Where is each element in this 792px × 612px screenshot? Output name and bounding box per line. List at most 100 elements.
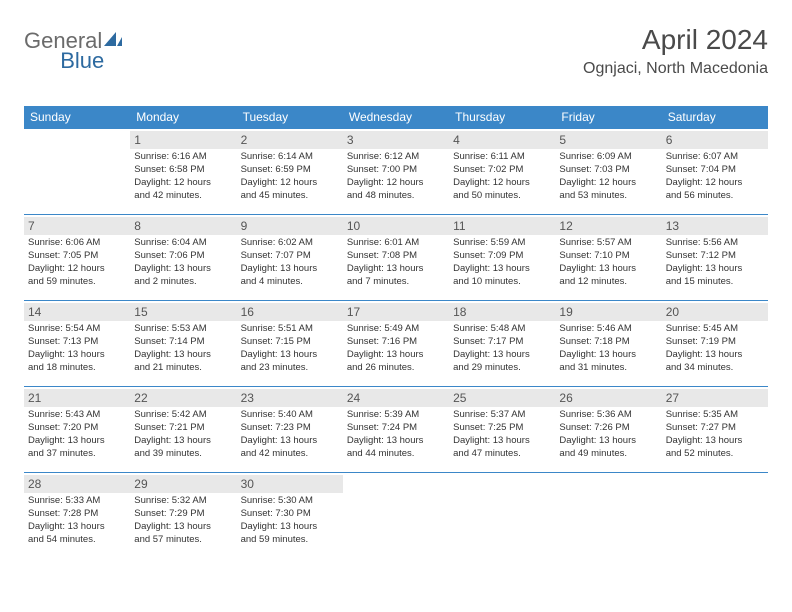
daylight-text-2: and 34 minutes. [666, 362, 764, 375]
day-number: 28 [24, 475, 130, 493]
calendar-cell: 19Sunrise: 5:46 AMSunset: 7:18 PMDayligh… [555, 301, 661, 387]
daylight-text-2: and 23 minutes. [241, 362, 339, 375]
day-number: 30 [237, 475, 343, 493]
calendar-cell: 11 Sunrise: 5:59 AMSunset: 7:09 PMDayligh… [449, 215, 555, 301]
calendar-cell: 24Sunrise: 5:39 AMSunset: 7:24 PMDayligh… [343, 387, 449, 473]
calendar-cell [449, 473, 555, 559]
sun-info: Sunrise: 5:59 AMSunset: 7:09 PMDaylight:… [453, 237, 551, 288]
calendar-cell: 16Sunrise: 5:51 AMSunset: 7:15 PMDayligh… [237, 301, 343, 387]
daylight-text-1: Daylight: 12 hours [453, 177, 551, 190]
sunrise-text: Sunrise: 5:48 AM [453, 323, 551, 336]
sun-info: Sunrise: 5:45 AMSunset: 7:19 PMDaylight:… [666, 323, 764, 374]
sunset-text: Sunset: 7:13 PM [28, 336, 126, 349]
sunset-text: Sunset: 7:16 PM [347, 336, 445, 349]
calendar-cell: 23Sunrise: 5:40 AMSunset: 7:23 PMDayligh… [237, 387, 343, 473]
logo: GeneralBlue [24, 28, 124, 74]
daylight-text-2: and 42 minutes. [134, 190, 232, 203]
sunrise-text: Sunrise: 5:56 AM [666, 237, 764, 250]
sun-info: Sunrise: 6:01 AMSunset: 7:08 PMDaylight:… [347, 237, 445, 288]
sunset-text: Sunset: 7:05 PM [28, 250, 126, 263]
calendar-cell [662, 473, 768, 559]
day-number: 9 [237, 217, 343, 235]
calendar-cell: 21Sunrise: 5:43 AMSunset: 7:20 PMDayligh… [24, 387, 130, 473]
sunset-text: Sunset: 7:18 PM [559, 336, 657, 349]
sunrise-text: Sunrise: 5:36 AM [559, 409, 657, 422]
day-number: 29 [130, 475, 236, 493]
daylight-text-1: Daylight: 13 hours [559, 263, 657, 276]
calendar-cell: 5Sunrise: 6:09 AMSunset: 7:03 PMDaylight… [555, 129, 661, 215]
sun-info: Sunrise: 5:49 AMSunset: 7:16 PMDaylight:… [347, 323, 445, 374]
sunset-text: Sunset: 7:00 PM [347, 164, 445, 177]
sunset-text: Sunset: 7:10 PM [559, 250, 657, 263]
sunset-text: Sunset: 7:23 PM [241, 422, 339, 435]
calendar-cell [343, 473, 449, 559]
day-number: 4 [449, 131, 555, 149]
sunrise-text: Sunrise: 6:06 AM [28, 237, 126, 250]
daylight-text-2: and 4 minutes. [241, 276, 339, 289]
page-title: April 2024 [583, 24, 768, 56]
daylight-text-1: Daylight: 12 hours [559, 177, 657, 190]
sunset-text: Sunset: 7:27 PM [666, 422, 764, 435]
sun-info: Sunrise: 5:39 AMSunset: 7:24 PMDaylight:… [347, 409, 445, 460]
sunset-text: Sunset: 7:04 PM [666, 164, 764, 177]
sunrise-text: Sunrise: 5:33 AM [28, 495, 126, 508]
calendar-cell: 25Sunrise: 5:37 AMSunset: 7:25 PMDayligh… [449, 387, 555, 473]
daylight-text-1: Daylight: 13 hours [453, 435, 551, 448]
day-header-row: Sunday Monday Tuesday Wednesday Thursday… [24, 106, 768, 129]
daylight-text-2: and 42 minutes. [241, 448, 339, 461]
calendar-cell: 15Sunrise: 5:53 AMSunset: 7:14 PMDayligh… [130, 301, 236, 387]
daylight-text-2: and 47 minutes. [453, 448, 551, 461]
daylight-text-2: and 2 minutes. [134, 276, 232, 289]
sunset-text: Sunset: 7:06 PM [134, 250, 232, 263]
sunset-text: Sunset: 7:12 PM [666, 250, 764, 263]
sun-info: Sunrise: 6:02 AMSunset: 7:07 PMDaylight:… [241, 237, 339, 288]
day-number: 22 [130, 389, 236, 407]
sun-info: Sunrise: 5:54 AMSunset: 7:13 PMDaylight:… [28, 323, 126, 374]
calendar-cell: 13Sunrise: 5:56 AMSunset: 7:12 PMDayligh… [662, 215, 768, 301]
sunset-text: Sunset: 7:29 PM [134, 508, 232, 521]
sunrise-text: Sunrise: 5:45 AM [666, 323, 764, 336]
sunset-text: Sunset: 7:17 PM [453, 336, 551, 349]
sun-info: Sunrise: 6:09 AMSunset: 7:03 PMDaylight:… [559, 151, 657, 202]
sunset-text: Sunset: 7:07 PM [241, 250, 339, 263]
daylight-text-1: Daylight: 13 hours [453, 349, 551, 362]
sun-info: Sunrise: 5:30 AMSunset: 7:30 PMDaylight:… [241, 495, 339, 546]
sunset-text: Sunset: 7:20 PM [28, 422, 126, 435]
sunset-text: Sunset: 7:19 PM [666, 336, 764, 349]
sunrise-text: Sunrise: 5:51 AM [241, 323, 339, 336]
calendar-cell: 3Sunrise: 6:12 AMSunset: 7:00 PMDaylight… [343, 129, 449, 215]
calendar-cell: 1Sunrise: 6:16 AMSunset: 6:58 PMDaylight… [130, 129, 236, 215]
calendar-week-row: 21Sunrise: 5:43 AMSunset: 7:20 PMDayligh… [24, 387, 768, 473]
calendar-table: Sunday Monday Tuesday Wednesday Thursday… [24, 106, 768, 559]
day-number: 20 [662, 303, 768, 321]
daylight-text-1: Daylight: 12 hours [347, 177, 445, 190]
daylight-text-2: and 26 minutes. [347, 362, 445, 375]
sunset-text: Sunset: 7:14 PM [134, 336, 232, 349]
daylight-text-1: Daylight: 13 hours [347, 263, 445, 276]
daylight-text-2: and 12 minutes. [559, 276, 657, 289]
day-number: 12 [555, 217, 661, 235]
day-number: 11 [449, 217, 555, 235]
daylight-text-1: Daylight: 13 hours [666, 435, 764, 448]
daylight-text-1: Daylight: 13 hours [241, 263, 339, 276]
calendar-cell: 9 Sunrise: 6:02 AMSunset: 7:07 PMDaylight… [237, 215, 343, 301]
sunrise-text: Sunrise: 5:40 AM [241, 409, 339, 422]
sunrise-text: Sunrise: 6:12 AM [347, 151, 445, 164]
daylight-text-2: and 48 minutes. [347, 190, 445, 203]
sunrise-text: Sunrise: 6:11 AM [453, 151, 551, 164]
sunrise-text: Sunrise: 5:35 AM [666, 409, 764, 422]
calendar-week-row: 7Sunrise: 6:06 AMSunset: 7:05 PMDaylight… [24, 215, 768, 301]
sunset-text: Sunset: 7:02 PM [453, 164, 551, 177]
calendar-cell [555, 473, 661, 559]
daylight-text-1: Daylight: 13 hours [134, 435, 232, 448]
daylight-text-2: and 59 minutes. [28, 276, 126, 289]
sunrise-text: Sunrise: 5:32 AM [134, 495, 232, 508]
calendar-cell: 26Sunrise: 5:36 AMSunset: 7:26 PMDayligh… [555, 387, 661, 473]
daylight-text-2: and 53 minutes. [559, 190, 657, 203]
sunrise-text: Sunrise: 5:42 AM [134, 409, 232, 422]
calendar-cell: 17Sunrise: 5:49 AMSunset: 7:16 PMDayligh… [343, 301, 449, 387]
sunrise-text: Sunrise: 5:53 AM [134, 323, 232, 336]
sunrise-text: Sunrise: 5:57 AM [559, 237, 657, 250]
sun-info: Sunrise: 5:37 AMSunset: 7:25 PMDaylight:… [453, 409, 551, 460]
sun-info: Sunrise: 5:40 AMSunset: 7:23 PMDaylight:… [241, 409, 339, 460]
